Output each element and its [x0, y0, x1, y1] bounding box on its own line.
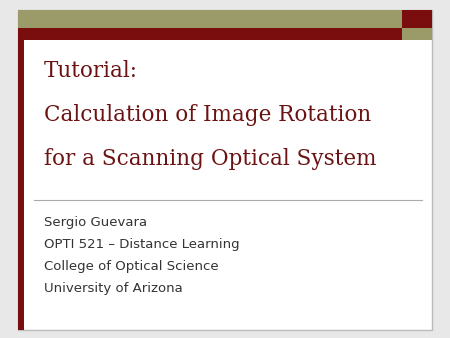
Text: Sergio Guevara: Sergio Guevara — [44, 216, 147, 229]
Text: College of Optical Science: College of Optical Science — [44, 260, 219, 273]
Bar — [402, 10, 432, 28]
Bar — [402, 28, 432, 40]
Text: for a Scanning Optical System: for a Scanning Optical System — [44, 148, 377, 170]
Text: Calculation of Image Rotation: Calculation of Image Rotation — [44, 104, 371, 126]
Text: University of Arizona: University of Arizona — [44, 282, 183, 295]
Bar — [18, 28, 402, 40]
Bar — [18, 10, 402, 28]
Text: Tutorial:: Tutorial: — [44, 60, 138, 82]
Bar — [18, 40, 24, 330]
Text: OPTI 521 – Distance Learning: OPTI 521 – Distance Learning — [44, 238, 239, 251]
